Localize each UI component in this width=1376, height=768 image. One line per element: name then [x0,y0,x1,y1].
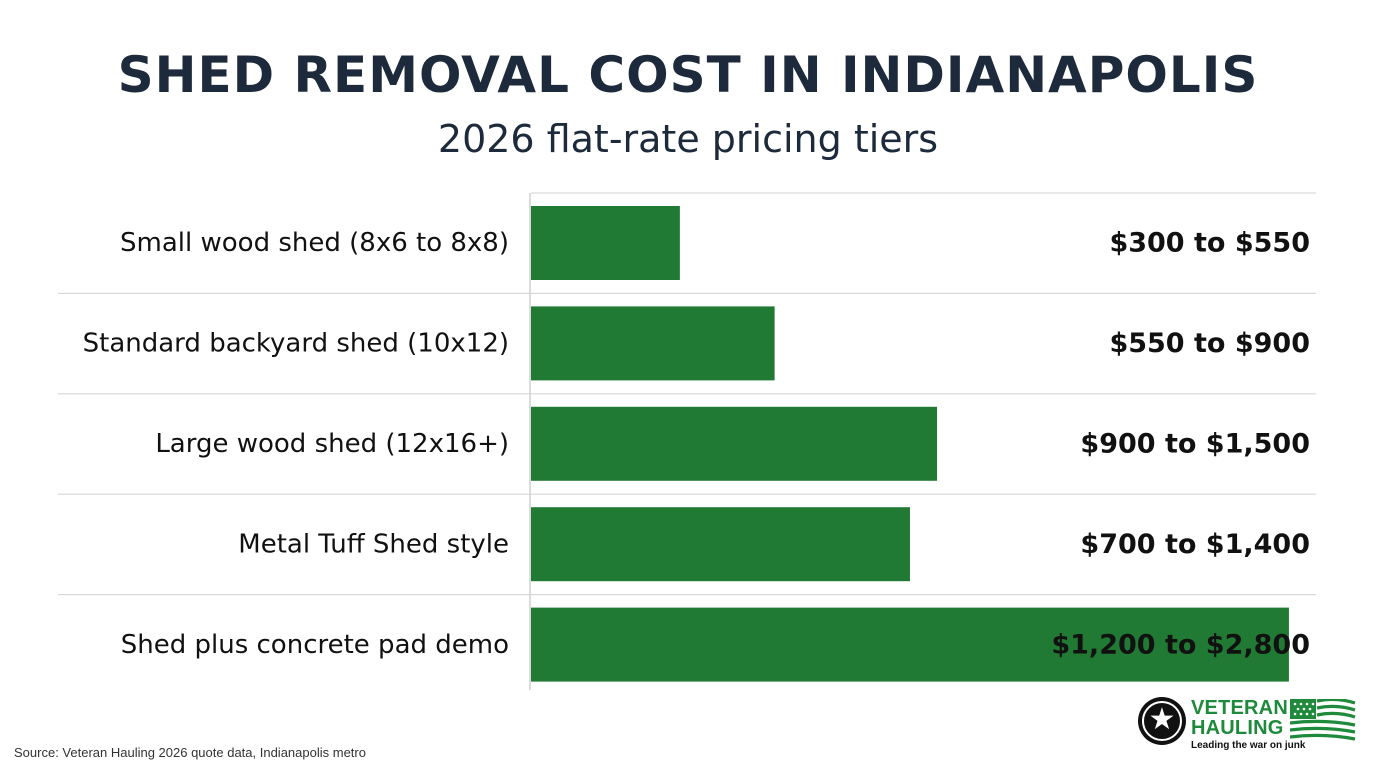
logo-tagline: Leading the war on junk [1191,740,1306,751]
category-label: Large wood shed (12x16+) [155,429,509,459]
veteran-hauling-logo: ★ VETERAN HAULING Leading the war on jun… [1138,697,1360,753]
star-icon: ★ [1138,697,1186,745]
bar [531,507,910,582]
value-label: $900 to $1,500 [1080,429,1310,460]
chart-subtitle: 2026 flat-rate pricing tiers [437,117,939,161]
flag-icon [1290,699,1356,741]
bar [531,406,938,481]
logo-name: VETERAN HAULING [1191,698,1309,738]
bar [531,306,775,381]
logo-name-line2: HAULING [1191,717,1284,739]
category-label: Metal Tuff Shed style [238,529,509,559]
category-label: Standard backyard shed (10x12) [83,329,509,359]
chart-title: SHED REMOVAL COST IN INDIANAPOLIS [117,46,1259,104]
bar-chart: Small wood shed (8x6 to 8x8) $300 to $550… [58,192,1316,690]
logo-name-line1: VETERAN [1191,697,1288,719]
value-label: $700 to $1,400 [1080,529,1310,560]
value-label: $550 to $900 [1109,328,1310,359]
source-note: Source: Veteran Hauling 2026 quote data,… [14,745,366,760]
bar [531,206,680,280]
value-label: $1,200 to $2,800 [1051,629,1310,660]
value-label: $300 to $550 [1109,228,1310,259]
category-label: Small wood shed (8x6 to 8x8) [120,228,509,258]
bar [531,607,1289,682]
category-label: Shed plus concrete pad demo [121,630,509,660]
